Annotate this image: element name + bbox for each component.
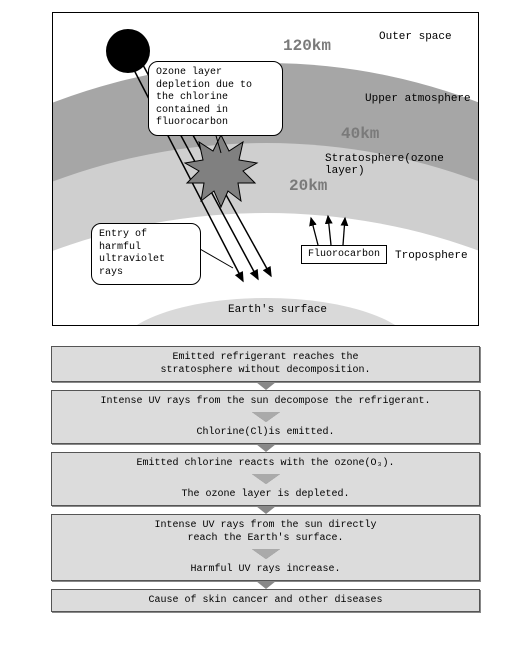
fluorocarbon-box: Fluorocarbon [301,245,387,264]
km-label-20: 20km [289,177,327,195]
flow-step-3-result: The ozone layer is depleted. [58,488,473,501]
flow-step-1-line1: Emitted refrigerant reaches the [58,351,473,364]
flow-step-4-line2: reach the Earth's surface. [58,532,473,545]
atmosphere-diagram: 120km 40km 20km Outer space Upper atmosp… [52,12,479,326]
label-earth-surface: Earth's surface [228,304,327,316]
flow-step-4: Intense UV rays from the sun directly re… [51,514,480,581]
flow-step-1: Emitted refrigerant reaches the stratosp… [51,346,480,382]
label-troposphere: Troposphere [395,250,468,262]
flow-step-2-line1: Intense UV rays from the sun decompose t… [58,395,473,408]
flow-step-4-line1: Intense UV rays from the sun directly [58,519,473,532]
km-label-120: 120km [283,37,331,55]
callout-uv-entry: Entry of harmful ultraviolet rays [91,223,201,285]
flow-step-2: Intense UV rays from the sun decompose t… [51,390,480,444]
flow-step-2-result: Chlorine(Cl)is emitted. [58,426,473,439]
flowchart: Emitted refrigerant reaches the stratosp… [51,346,480,612]
flow-inner-arrow-icon [252,474,280,484]
flow-step-1-line2: stratosphere without decomposition. [58,364,473,377]
label-stratosphere: Stratosphere(ozone layer) [325,153,478,177]
flow-step-3: Emitted chlorine reacts with the ozone(O… [51,452,480,506]
flow-inner-arrow-icon [252,549,280,559]
label-outer-space: Outer space [379,31,452,43]
label-upper-atmosphere: Upper atmosphere [365,93,471,105]
flow-step-5-line1: Cause of skin cancer and other diseases [58,594,473,607]
flow-connector [51,382,480,390]
flow-step-3-line1: Emitted chlorine reacts with the ozone(O… [58,457,473,470]
flow-connector [51,444,480,452]
callout-ozone-depletion: Ozone layer depletion due to the chlorin… [148,61,283,136]
km-label-40: 40km [341,125,379,143]
flow-step-4-result: Harmful UV rays increase. [58,563,473,576]
flow-connector [51,506,480,514]
flow-step-5: Cause of skin cancer and other diseases [51,589,480,612]
flow-connector [51,581,480,589]
flow-inner-arrow-icon [252,412,280,422]
